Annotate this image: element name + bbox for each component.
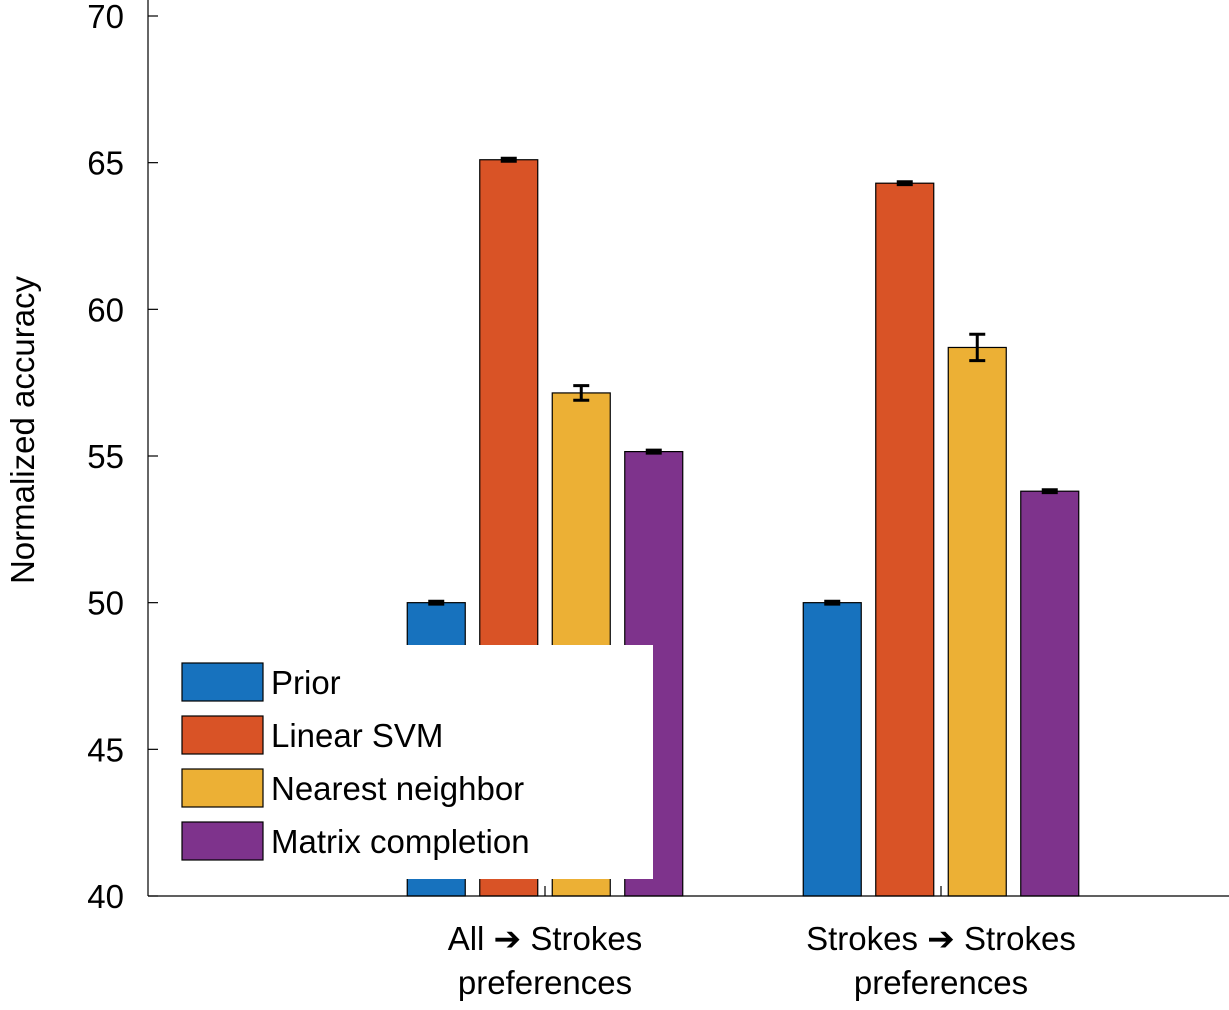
- legend-label: Matrix completion: [271, 823, 530, 860]
- x-category-label: All ➔ Strokes: [448, 920, 643, 957]
- y-tick-label: 40: [87, 878, 124, 915]
- bar-1-1: [875, 182, 935, 897]
- legend-label: Prior: [271, 664, 341, 701]
- bar-0-1: [802, 602, 862, 897]
- x-category-label: Strokes ➔ Strokes: [806, 920, 1076, 957]
- x-category-label: preferences: [854, 964, 1028, 1001]
- x-category-label: preferences: [458, 964, 632, 1001]
- legend-swatch-2: [181, 768, 264, 808]
- y-tick-label: 70: [87, 0, 124, 35]
- y-tick-label: 55: [87, 438, 124, 475]
- legend-swatch-1: [181, 715, 264, 755]
- y-tick-label: 65: [87, 145, 124, 182]
- legend-label: Nearest neighbor: [271, 770, 524, 807]
- legend-label: Linear SVM: [271, 717, 443, 754]
- y-axis-title: Normalized accuracy: [4, 275, 41, 584]
- legend-swatch-3: [181, 821, 264, 861]
- legend-swatch-0: [181, 662, 264, 702]
- bar-2-1: [947, 346, 1007, 897]
- bar-3-1: [1020, 490, 1080, 897]
- y-tick-label: 45: [87, 731, 124, 768]
- y-tick-label: 50: [87, 585, 124, 622]
- y-tick-label: 60: [87, 291, 124, 328]
